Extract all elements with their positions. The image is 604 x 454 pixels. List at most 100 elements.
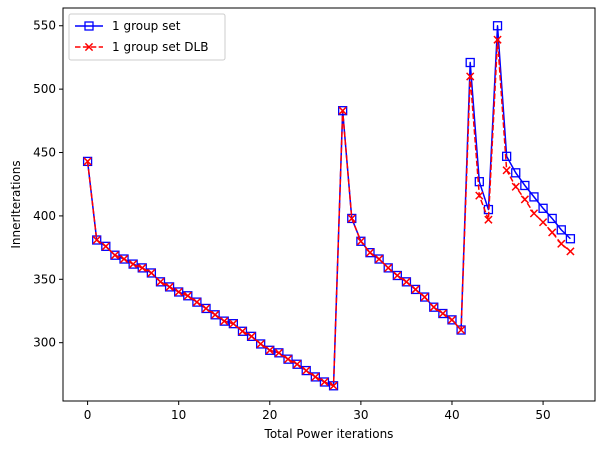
x-tick-label: 40 [444, 408, 459, 422]
data-point-square [146, 268, 157, 278]
data-point-x [101, 242, 110, 251]
data-point-square [292, 359, 302, 369]
data-point-x [283, 355, 293, 364]
data-point-square [110, 250, 120, 260]
y-tick-label: 300 [33, 336, 56, 350]
data-point-square [474, 177, 484, 187]
data-point-x [548, 228, 557, 237]
data-point-x [84, 42, 94, 52]
data-point-square [356, 236, 366, 246]
data-point-square [420, 292, 430, 302]
data-point-x [456, 325, 466, 335]
data-point-x [192, 297, 202, 307]
data-point-x [538, 218, 548, 227]
data-point-square [438, 308, 448, 319]
data-point-x [292, 360, 302, 369]
data-point-square [338, 106, 348, 116]
data-point-x [374, 254, 384, 264]
data-point-x [274, 348, 284, 357]
legend-entry-1-group-set: 1 group set [75, 19, 181, 33]
data-point-x [475, 191, 484, 200]
data-point-square [365, 248, 375, 258]
legend-entry-1-group-set-dlb: 1 group set DLB [75, 40, 208, 54]
data-point-x [183, 291, 192, 300]
data-point-square [219, 316, 229, 326]
data-point-x [393, 271, 402, 280]
data-point-x [256, 339, 265, 349]
data-point-x [447, 315, 457, 324]
data-point-x [484, 215, 493, 224]
data-point-square [511, 168, 521, 178]
data-point-x [511, 182, 520, 191]
data-point-x [138, 263, 147, 273]
x-tick-label: 50 [535, 408, 550, 422]
data-point-square [137, 263, 147, 273]
series-line [86, 38, 571, 387]
data-point-x [566, 247, 575, 256]
data-point-x [438, 309, 448, 318]
y-tick-label: 450 [33, 146, 56, 160]
data-point-square [201, 303, 211, 314]
data-point-square [283, 354, 293, 364]
data-point-x [411, 285, 420, 294]
data-point-square [501, 151, 512, 161]
data-point-square [401, 277, 412, 287]
data-point-square [192, 297, 202, 307]
data-point-x [347, 214, 356, 223]
data-point-x [83, 157, 92, 166]
data-point-square [565, 234, 576, 244]
data-point-x [220, 317, 229, 326]
data-point-square [556, 225, 566, 235]
data-point-x [229, 319, 238, 328]
y-axis-label: InnerIterations [9, 160, 23, 248]
data-point-x [557, 239, 566, 248]
legend-label: 1 group set DLB [112, 40, 208, 54]
data-point-square [492, 21, 503, 31]
legend-box [68, 13, 226, 61]
data-point-x [502, 166, 511, 175]
data-point-x [384, 263, 393, 273]
data-point-square [84, 21, 94, 31]
data-point-square [447, 315, 457, 325]
data-point-square [301, 365, 311, 376]
plot-area-frame [62, 7, 596, 402]
y-tick-label: 550 [33, 19, 56, 33]
x-tick-label: 20 [262, 408, 277, 422]
data-point-square [174, 287, 184, 297]
data-point-x [119, 254, 129, 264]
series-line [86, 25, 571, 387]
data-point-x [129, 259, 138, 269]
data-point-x [356, 237, 366, 246]
data-point-square [520, 180, 530, 191]
data-point-square [374, 254, 384, 264]
data-point-x [92, 235, 101, 245]
data-point-square [155, 277, 166, 287]
data-point-square [183, 291, 193, 301]
series-1-group-set-dlb [83, 35, 575, 390]
y-tick-label: 400 [33, 209, 56, 223]
data-point-square [274, 348, 284, 358]
data-point-x [320, 377, 329, 387]
y-tick-label: 500 [33, 82, 56, 96]
legend-label: 1 group set [112, 19, 181, 33]
data-point-square [128, 259, 138, 269]
data-point-x [247, 332, 256, 341]
data-point-x [165, 282, 174, 292]
data-point-square [246, 331, 257, 341]
data-point-square [319, 377, 330, 387]
x-tick-label: 10 [171, 408, 186, 422]
y-axis: 300 350 400 450 500 550 [33, 19, 63, 350]
data-point-x [210, 310, 220, 319]
data-point-x [529, 209, 539, 218]
data-point-square [265, 345, 275, 355]
data-point-square [256, 339, 266, 349]
x-axis: 0 10 20 30 40 50 [84, 401, 551, 422]
legend: 1 group set 1 group set DLB [68, 13, 226, 61]
data-point-square [310, 372, 320, 382]
data-point-x [420, 292, 429, 302]
data-point-square [465, 57, 475, 68]
data-point-x [329, 381, 338, 390]
data-point-x [520, 195, 529, 204]
